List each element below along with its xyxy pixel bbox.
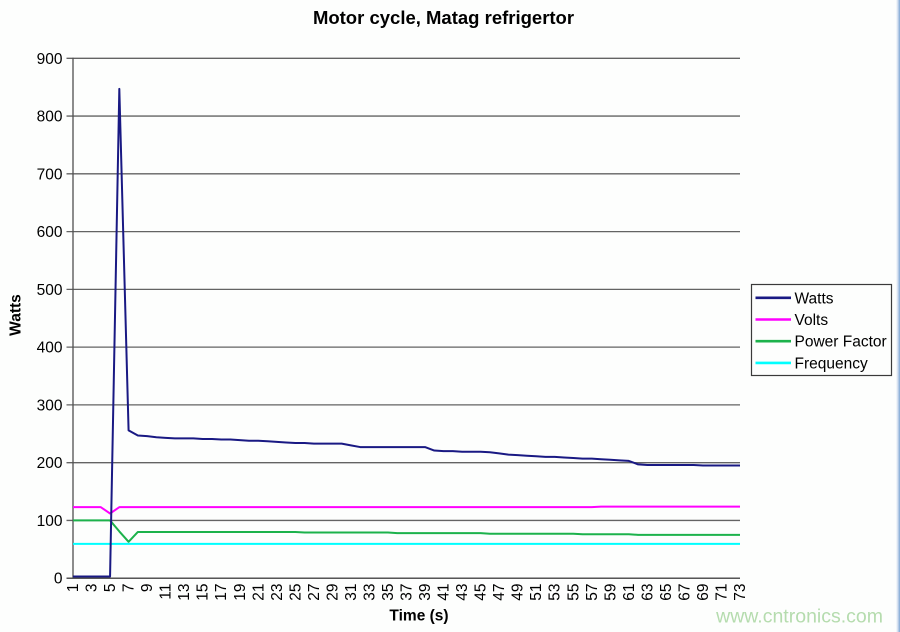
- svg-text:1: 1: [65, 584, 82, 593]
- svg-text:61: 61: [621, 584, 638, 601]
- svg-text:Volts: Volts: [795, 312, 829, 329]
- svg-text:37: 37: [399, 584, 416, 601]
- svg-text:600: 600: [37, 224, 63, 241]
- svg-text:29: 29: [324, 584, 341, 601]
- svg-text:25: 25: [287, 584, 304, 601]
- svg-text:21: 21: [250, 584, 267, 601]
- svg-text:23: 23: [269, 584, 286, 601]
- svg-text:Frequency: Frequency: [795, 355, 868, 372]
- svg-text:200: 200: [37, 455, 63, 472]
- svg-text:27: 27: [306, 584, 323, 601]
- svg-text:41: 41: [436, 584, 453, 601]
- svg-text:500: 500: [37, 282, 63, 299]
- svg-text:400: 400: [37, 340, 63, 357]
- svg-text:800: 800: [37, 109, 63, 126]
- svg-text:67: 67: [676, 584, 693, 601]
- svg-text:39: 39: [417, 584, 434, 601]
- svg-text:Watts: Watts: [795, 290, 834, 307]
- svg-text:15: 15: [195, 584, 212, 601]
- svg-text:35: 35: [380, 584, 397, 601]
- svg-text:65: 65: [658, 584, 675, 601]
- svg-text:11: 11: [158, 584, 175, 600]
- svg-text:51: 51: [528, 584, 545, 601]
- svg-text:700: 700: [37, 166, 63, 183]
- svg-text:69: 69: [695, 584, 712, 601]
- svg-text:13: 13: [176, 584, 193, 601]
- svg-text:19: 19: [232, 584, 249, 601]
- svg-text:71: 71: [713, 584, 730, 601]
- svg-text:9: 9: [139, 584, 156, 593]
- svg-text:www.cntronics.com: www.cntronics.com: [715, 606, 883, 628]
- svg-text:63: 63: [639, 584, 656, 601]
- svg-text:Motor cycle, Matag refrigertor: Motor cycle, Matag refrigertor: [313, 7, 574, 28]
- svg-text:900: 900: [37, 51, 63, 68]
- svg-text:55: 55: [565, 584, 582, 601]
- svg-text:33: 33: [361, 584, 378, 601]
- svg-text:49: 49: [510, 584, 527, 601]
- svg-text:73: 73: [732, 584, 749, 601]
- svg-text:7: 7: [121, 584, 138, 593]
- svg-text:59: 59: [602, 584, 619, 601]
- svg-text:Watts: Watts: [8, 294, 25, 336]
- svg-text:43: 43: [454, 584, 471, 601]
- svg-text:17: 17: [213, 584, 230, 601]
- svg-text:31: 31: [343, 584, 360, 601]
- svg-text:Power Factor: Power Factor: [795, 334, 887, 351]
- svg-text:300: 300: [37, 397, 63, 414]
- svg-text:5: 5: [102, 584, 119, 593]
- svg-text:47: 47: [491, 584, 508, 601]
- svg-text:3: 3: [84, 584, 101, 593]
- svg-text:53: 53: [547, 584, 564, 601]
- svg-text:100: 100: [37, 513, 63, 530]
- svg-text:45: 45: [473, 584, 490, 601]
- svg-text:Time (s): Time (s): [389, 608, 448, 625]
- svg-text:0: 0: [54, 571, 63, 588]
- svg-text:57: 57: [584, 584, 601, 601]
